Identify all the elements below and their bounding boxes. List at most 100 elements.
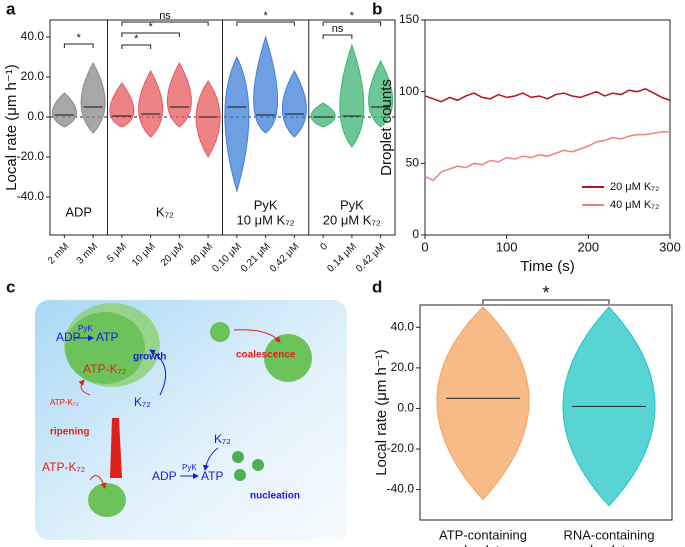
significance-label: * <box>542 283 549 303</box>
violin <box>167 61 192 128</box>
significance-label: * <box>134 33 139 45</box>
significance-bracket <box>63 43 94 48</box>
x-tick-label: 2 mM <box>46 241 71 266</box>
significance-bracket <box>322 34 353 39</box>
y-axis-label: Local rate (μm h⁻¹) <box>3 64 20 191</box>
group-label: PyK <box>340 197 364 212</box>
x-tick-label: ATP-containing <box>439 527 527 542</box>
line-series <box>424 87 671 103</box>
group-label: PyK <box>254 197 278 212</box>
droplet <box>210 322 230 342</box>
plot-frame <box>419 304 673 521</box>
group-label: ADP <box>65 204 92 219</box>
x-tick-label: 200 <box>577 239 599 254</box>
significance-label: ns <box>159 10 171 22</box>
y-axis-label: Droplet counts <box>378 79 395 176</box>
diagram-label: ripening <box>50 427 89 438</box>
x-tick-label: 0.21 μM <box>239 241 272 274</box>
significance-bracket <box>121 44 152 49</box>
x-tick-label: 5 μM <box>105 241 129 265</box>
significance-bracket <box>322 21 382 26</box>
line-series <box>424 131 670 182</box>
significance-bracket <box>236 21 295 26</box>
panel-label: a <box>6 0 16 18</box>
x-tick-label: droplets <box>460 542 507 547</box>
y-tick-label: 0.0 <box>397 401 414 415</box>
x-tick-label: 3 mM <box>75 241 100 266</box>
diagram-label: ATP-K₇₂ <box>42 460 86 474</box>
diagram-label: nucleation <box>250 491 300 502</box>
droplet <box>88 483 126 517</box>
diagram-label: K₇₂ <box>214 432 231 446</box>
legend-label: 20 μM K₇₂ <box>610 181 659 193</box>
diagram-label: ADP <box>56 330 81 344</box>
diagram-label: K₇₂ <box>134 395 151 409</box>
x-tick-label: 0.42 μM <box>354 241 387 274</box>
arrow <box>203 447 219 471</box>
violin <box>109 82 135 128</box>
violin <box>310 102 336 128</box>
x-tick-label: 40 μM <box>188 241 216 269</box>
diagram-label: ATP-K₇₂ <box>50 398 79 407</box>
significance-label: * <box>77 32 82 44</box>
y-tick-label: 0 <box>412 227 419 241</box>
diagram-label: ATP-K₇₂ <box>83 362 127 376</box>
y-tick-label: 100 <box>399 84 419 98</box>
diagram-label: coalescence <box>236 350 296 361</box>
droplet <box>65 312 145 384</box>
group-label: 20 μM K₇₂ <box>323 212 381 227</box>
significance-label: ns <box>332 23 344 35</box>
panel-label: b <box>372 0 382 18</box>
violin <box>368 59 393 128</box>
y-axis-label: Local rate (μm h⁻¹) <box>373 349 390 476</box>
x-tick-label: 100 <box>496 239 518 254</box>
group-label: 10 μM K₇₂ <box>237 212 295 227</box>
ripening-wedge <box>110 418 122 478</box>
x-tick-label: 0.14 μM <box>325 241 358 274</box>
y-tick-label: 20.0 <box>21 69 45 83</box>
y-tick-label: 0.0 <box>27 109 44 123</box>
group-label: K₇₂ <box>156 204 174 219</box>
y-tick-label: 40.0 <box>391 319 415 333</box>
y-tick-label: -20.0 <box>387 441 415 455</box>
plot-frame <box>424 19 671 236</box>
y-tick-label: 150 <box>399 12 419 26</box>
violin <box>224 55 250 193</box>
diagram-label: growth <box>133 352 166 363</box>
x-tick-label: 0 <box>421 239 428 254</box>
diagram: ADP PyK ATP growth ATP-K₇₂ ATP-K₇₂ K₇₂ c… <box>35 300 347 540</box>
diagram-label: PyK <box>182 463 197 472</box>
arrow <box>233 329 281 343</box>
significance-label: * <box>148 21 153 33</box>
y-tick-label: 40.0 <box>21 29 45 43</box>
x-tick-label: RNA-containing <box>563 527 654 542</box>
x-tick-label: 0 <box>318 241 330 253</box>
x-tick-label: 0.42 μM <box>268 241 301 274</box>
x-tick-label: 10 μM <box>130 241 158 269</box>
droplet <box>264 334 312 382</box>
x-axis-label: Time (s) <box>520 258 574 275</box>
violin <box>253 35 279 134</box>
x-tick-label: droplets <box>586 542 633 547</box>
significance-bracket <box>121 32 180 37</box>
significance-label: * <box>263 10 268 22</box>
x-tick-label: 0.10 μM <box>210 241 243 274</box>
violin <box>51 92 77 128</box>
violin <box>282 69 307 138</box>
diagram-label: PyK <box>78 324 93 333</box>
violin <box>339 43 365 148</box>
x-tick-label: 20 μM <box>159 241 187 269</box>
diagram-label: ATP <box>96 330 118 344</box>
diagram-label: ADP <box>152 469 177 483</box>
x-tick-label: 300 <box>659 239 681 254</box>
y-tick-label: -20.0 <box>17 149 45 163</box>
significance-label: * <box>350 10 355 22</box>
violin <box>195 80 221 158</box>
panel-label: d <box>372 277 382 296</box>
panel-label: c <box>6 277 15 296</box>
violin <box>436 306 530 501</box>
significance-bracket <box>121 21 209 26</box>
violin <box>80 61 106 134</box>
arrow <box>78 379 91 396</box>
